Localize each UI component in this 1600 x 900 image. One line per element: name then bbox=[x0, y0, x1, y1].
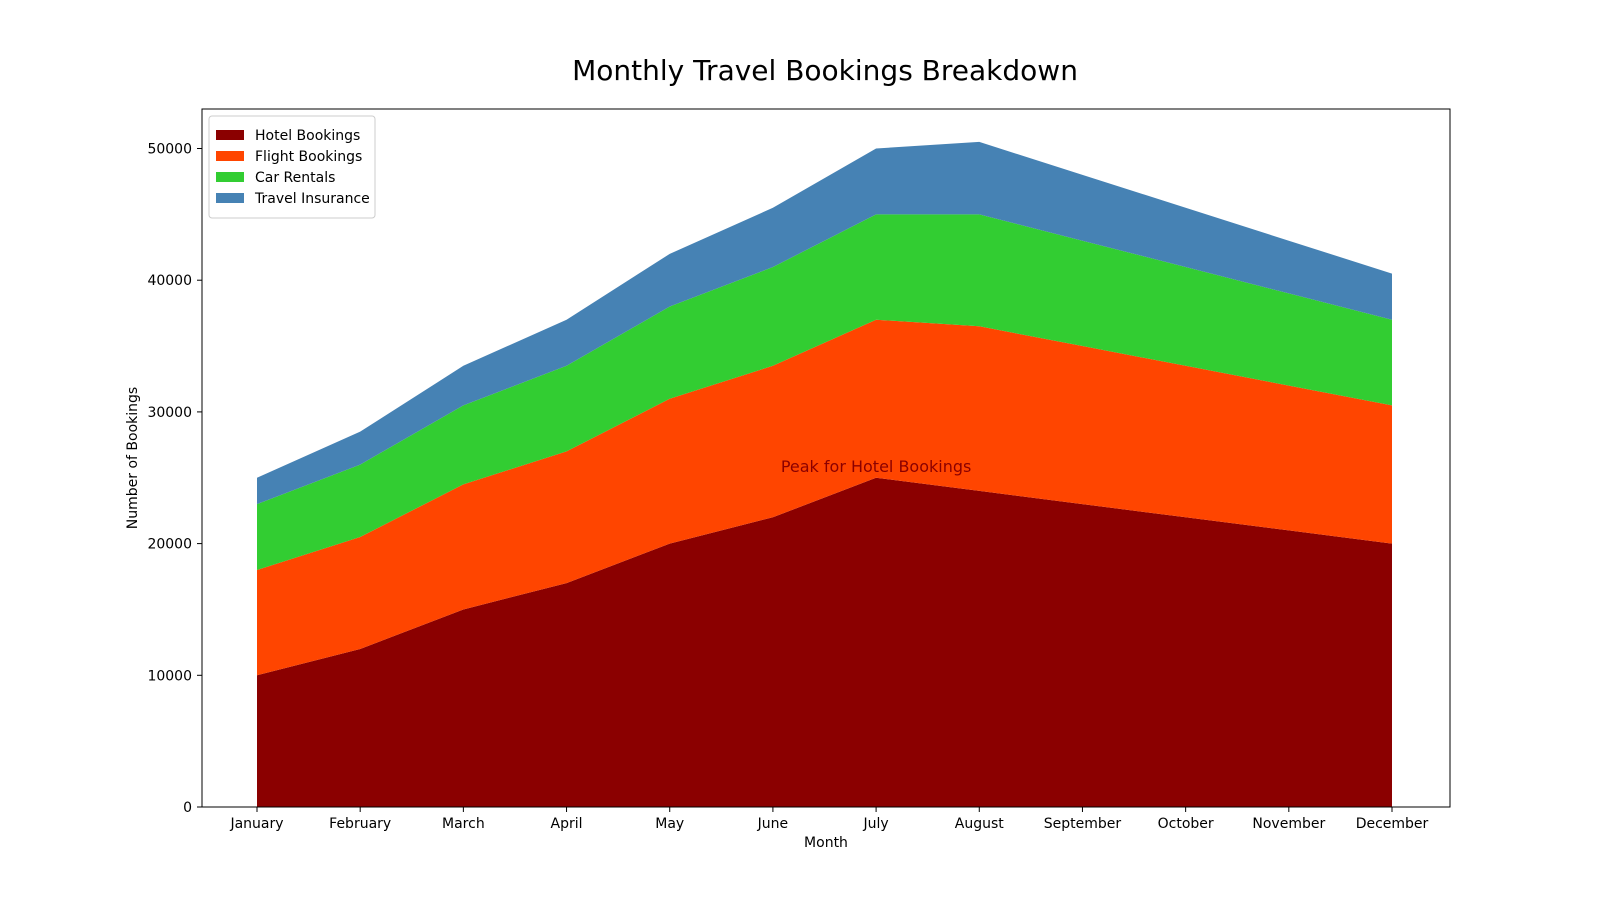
x-tick-label-february: February bbox=[329, 816, 391, 832]
x-tick-label-march: March bbox=[442, 816, 485, 832]
y-tick-label-0: 0 bbox=[183, 800, 192, 816]
annotation-peak-for-hotel-bookings: Peak for Hotel Bookings bbox=[781, 457, 972, 476]
annotations: Peak for Hotel Bookings bbox=[781, 457, 972, 476]
x-tick-label-january: January bbox=[229, 816, 283, 832]
x-tick-label-september: September bbox=[1044, 816, 1122, 832]
legend-swatch-car-rentals bbox=[216, 172, 244, 182]
x-tick-label-october: October bbox=[1158, 816, 1214, 832]
legend-label-hotel-bookings: Hotel Bookings bbox=[255, 128, 360, 144]
x-tick-label-august: August bbox=[955, 816, 1005, 832]
area-travel-insurance bbox=[257, 141, 1392, 505]
x-tick-label-may: May bbox=[655, 816, 684, 832]
legend-box bbox=[208, 115, 376, 219]
area-layers bbox=[257, 141, 1392, 807]
area-flight-bookings bbox=[257, 319, 1392, 676]
y-tick-label-30000: 30000 bbox=[147, 405, 192, 421]
legend-label-flight-bookings: Flight Bookings bbox=[255, 149, 362, 165]
legend-swatch-hotel-bookings bbox=[216, 130, 244, 140]
chart-title: Monthly Travel Bookings Breakdown bbox=[572, 54, 1078, 87]
y-axis: 0 10000 20000 30000 40000 50000 bbox=[147, 142, 202, 816]
area-car-rentals bbox=[257, 214, 1392, 570]
y-axis-label: Number of Bookings bbox=[125, 387, 141, 529]
area-hotel-bookings bbox=[257, 477, 1392, 807]
x-tick-label-november: November bbox=[1252, 816, 1325, 832]
x-axis-label: Month bbox=[804, 835, 848, 851]
legend-label-travel-insurance: Travel Insurance bbox=[254, 191, 370, 207]
legend-label-car-rentals: Car Rentals bbox=[255, 170, 335, 186]
y-tick-label-10000: 10000 bbox=[147, 668, 192, 684]
legend: Hotel Bookings Flight Bookings Car Rentals… bbox=[208, 115, 376, 219]
y-tick-label-50000: 50000 bbox=[147, 142, 192, 158]
x-tick-label-june: June bbox=[757, 816, 789, 832]
legend-swatch-flight-bookings bbox=[216, 151, 244, 161]
x-tick-label-april: April bbox=[551, 816, 583, 832]
x-axis: January February March April May June July Augu… bbox=[229, 807, 1429, 832]
plot-frame bbox=[201, 108, 1451, 808]
y-tick-label-20000: 20000 bbox=[147, 537, 192, 553]
legend-swatch-travel-insurance bbox=[216, 193, 244, 203]
x-tick-label-december: December bbox=[1356, 816, 1429, 832]
x-tick-label-july: July bbox=[862, 816, 888, 832]
y-tick-label-40000: 40000 bbox=[147, 273, 192, 289]
